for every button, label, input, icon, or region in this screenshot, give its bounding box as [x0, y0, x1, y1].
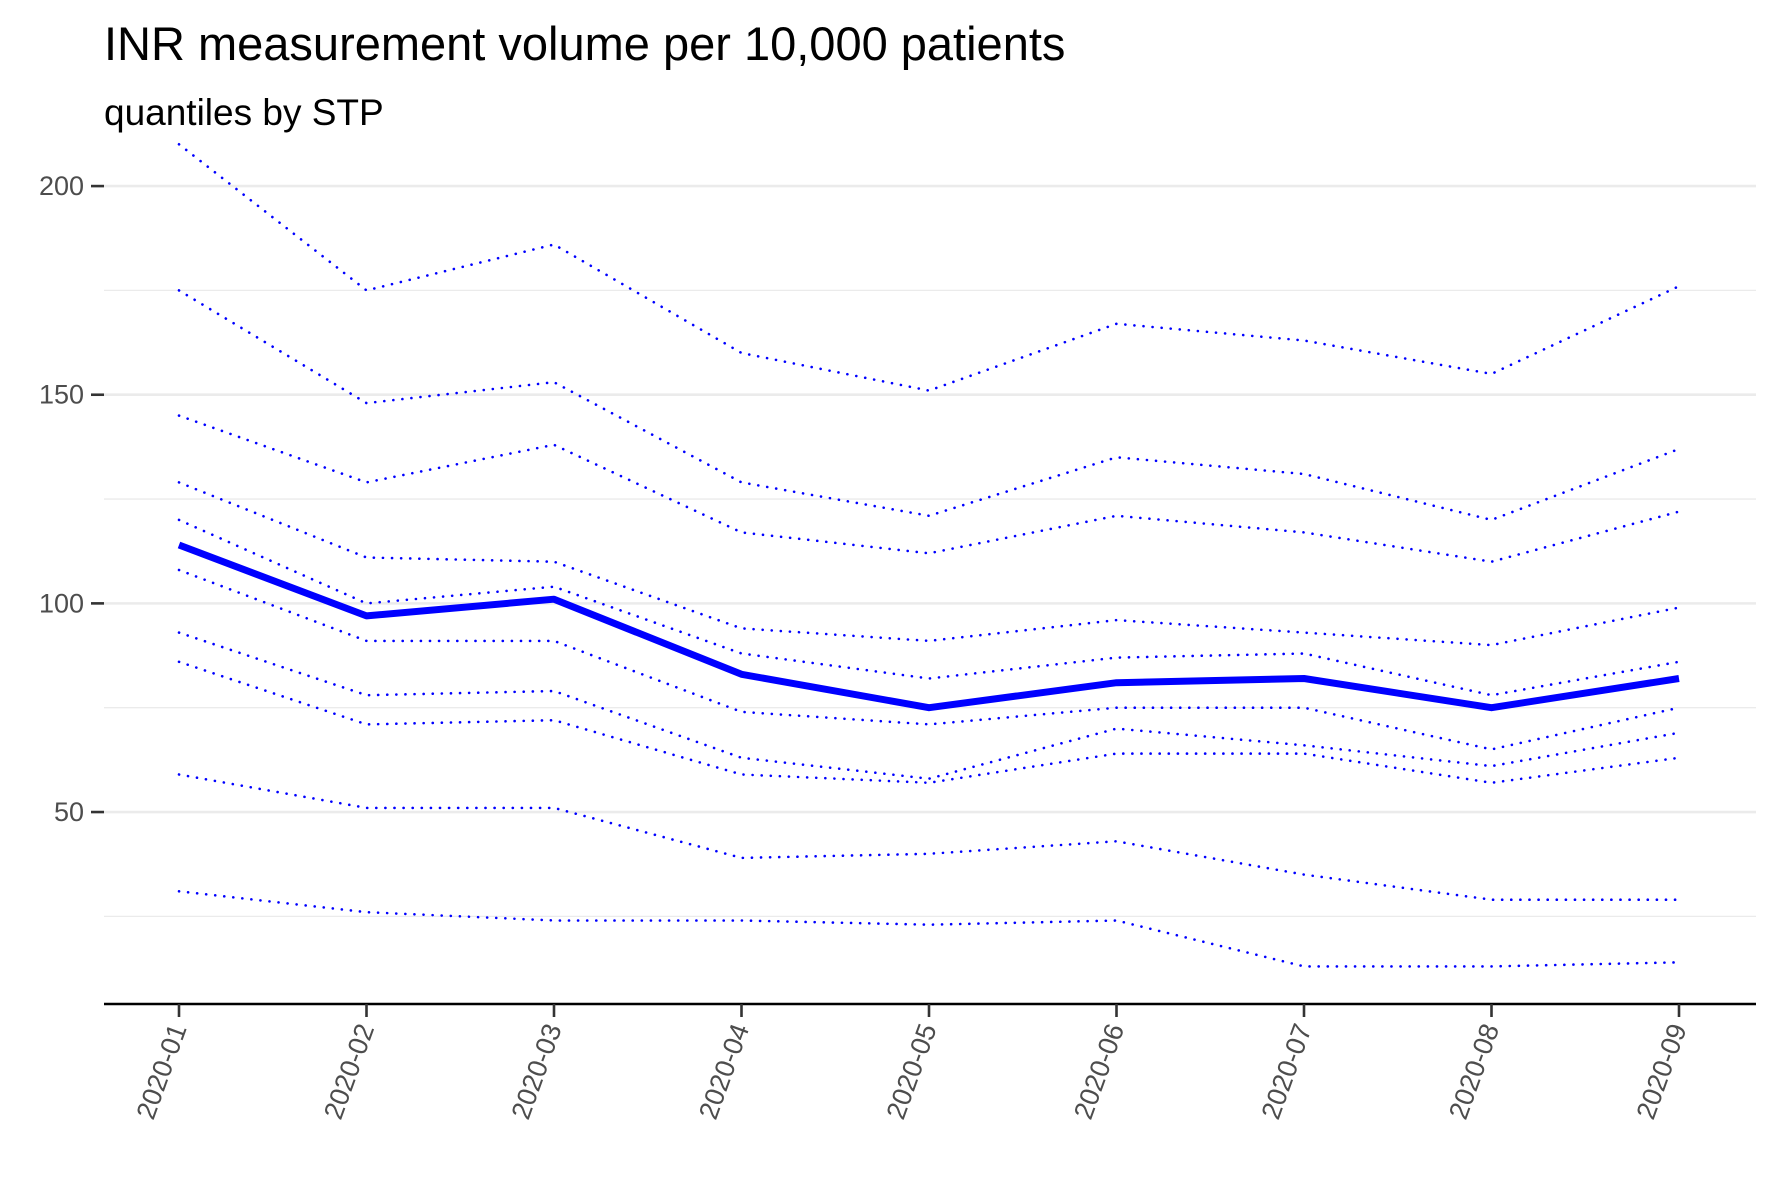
quantile-line-4: [177, 481, 1681, 647]
x-tick-label: 2020-04: [693, 1020, 755, 1123]
quantile-line-11: [177, 889, 1681, 968]
y-tick-label: 200: [39, 171, 84, 201]
quantile-line-1: [177, 143, 1681, 392]
quantile-line-8: [177, 631, 1681, 781]
x-tick-label: 2020-05: [881, 1020, 943, 1123]
series-layer: [177, 143, 1681, 968]
x-tick-label: 2020-06: [1068, 1020, 1130, 1123]
x-tick-label: 2020-08: [1443, 1020, 1505, 1123]
y-tick-label: 50: [54, 797, 84, 827]
axis-layer: 50 100 150 200 2020-01 2020-02 2020-03 2020-04 2…: [39, 171, 1756, 1123]
x-tick-label: 2020-02: [318, 1020, 380, 1123]
quantile-line-10: [177, 773, 1681, 902]
quantile-line-3: [177, 414, 1681, 564]
quantile-line-2: [177, 289, 1681, 522]
x-tick-label: 2020-09: [1631, 1020, 1693, 1123]
median-line: [177, 541, 1680, 712]
quantile-line-7: [177, 568, 1681, 751]
chart-subtitle: quantiles by STP: [104, 92, 384, 133]
quantile-line-9: [177, 660, 1681, 785]
grid-layer: [104, 184, 1756, 918]
x-tick-label: 2020-07: [1256, 1020, 1318, 1123]
quantile-line-5: [177, 518, 1681, 697]
y-tick-label: 150: [39, 380, 84, 410]
chart-title: INR measurement volume per 10,000 patien…: [104, 17, 1066, 70]
y-tick-label: 100: [39, 588, 84, 618]
x-tick-label: 2020-01: [131, 1020, 193, 1123]
x-tick-label: 2020-03: [506, 1020, 568, 1123]
